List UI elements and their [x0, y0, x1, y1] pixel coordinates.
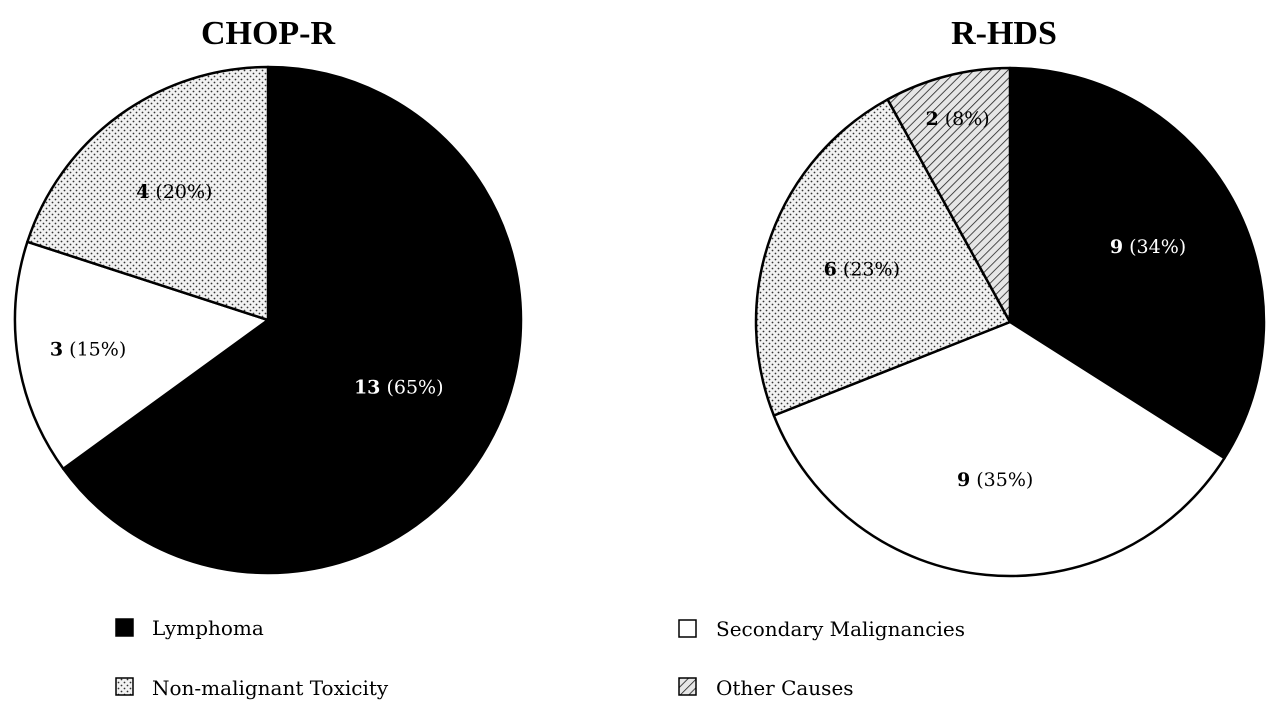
data-label-count: 9	[957, 469, 970, 491]
legend-item-lymphoma: Lymphoma	[115, 616, 264, 640]
solid-black-square-icon	[115, 618, 134, 637]
slice-secondary-malignancies	[772, 320, 1226, 578]
pie-chop-r: 13 (65%) 3 (15%) 4 (20%)	[13, 65, 523, 575]
hatched-square-icon	[678, 677, 697, 696]
data-label-count: 3	[50, 338, 63, 360]
data-label-non-malignant-toxicity: 4 (20%)	[136, 181, 212, 203]
data-label-lymphoma: 13 (65%)	[354, 377, 444, 399]
data-label-percent: (8%)	[939, 108, 990, 130]
slice-non-malignant-toxicity	[754, 98, 1012, 417]
data-label-percent: (15%)	[63, 338, 126, 360]
data-label-percent: (34%)	[1123, 236, 1186, 258]
chart-title-r-hds: R-HDS	[951, 15, 1057, 52]
legend-item-secondary-malignancies: Secondary Malignancies	[678, 617, 965, 641]
data-label-count: 4	[136, 181, 149, 203]
chart-title-chop-r: CHOP-R	[201, 15, 336, 52]
legend-label-other-causes: Other Causes	[716, 676, 854, 700]
legend-label-secondary-malignancies: Secondary Malignancies	[716, 617, 965, 641]
slice-lymphoma	[1008, 66, 1266, 460]
data-label-other-causes: 2 (8%)	[925, 108, 989, 130]
data-label-count: 2	[925, 108, 938, 130]
data-label-secondary-malignancies: 3 (15%)	[50, 338, 126, 360]
dotted-square-icon	[115, 677, 134, 696]
data-label-percent: (20%)	[149, 181, 212, 203]
data-label-secondary-malignancies: 9 (35%)	[957, 469, 1033, 491]
data-label-non-malignant-toxicity: 6 (23%)	[824, 259, 900, 281]
data-label-count: 13	[354, 377, 380, 399]
pie-r-hds: 9 (34%)9 (35%)6 (23%)2 (8%)	[754, 66, 1266, 578]
slice-non-malignant-toxicity	[26, 65, 270, 322]
slice-other-causes	[886, 66, 1012, 324]
empty-square-icon	[678, 619, 697, 638]
legend-item-other-causes: Other Causes	[678, 676, 854, 700]
legend: Lymphoma Secondary Malignancies Non-mali…	[115, 616, 965, 700]
data-label-lymphoma: 9 (34%)	[1110, 236, 1186, 258]
legend-label-lymphoma: Lymphoma	[152, 616, 264, 640]
data-label-percent: (65%)	[380, 377, 443, 399]
data-label-count: 9	[1110, 236, 1123, 258]
legend-label-non-malignant-toxicity: Non-malignant Toxicity	[152, 676, 389, 700]
slice-lymphoma	[62, 65, 523, 575]
legend-item-non-malignant-toxicity: Non-malignant Toxicity	[115, 676, 389, 700]
data-label-count: 6	[824, 259, 837, 281]
data-label-percent: (35%)	[970, 469, 1033, 491]
data-label-percent: (23%)	[837, 259, 900, 281]
slice-secondary-malignancies	[13, 240, 270, 470]
